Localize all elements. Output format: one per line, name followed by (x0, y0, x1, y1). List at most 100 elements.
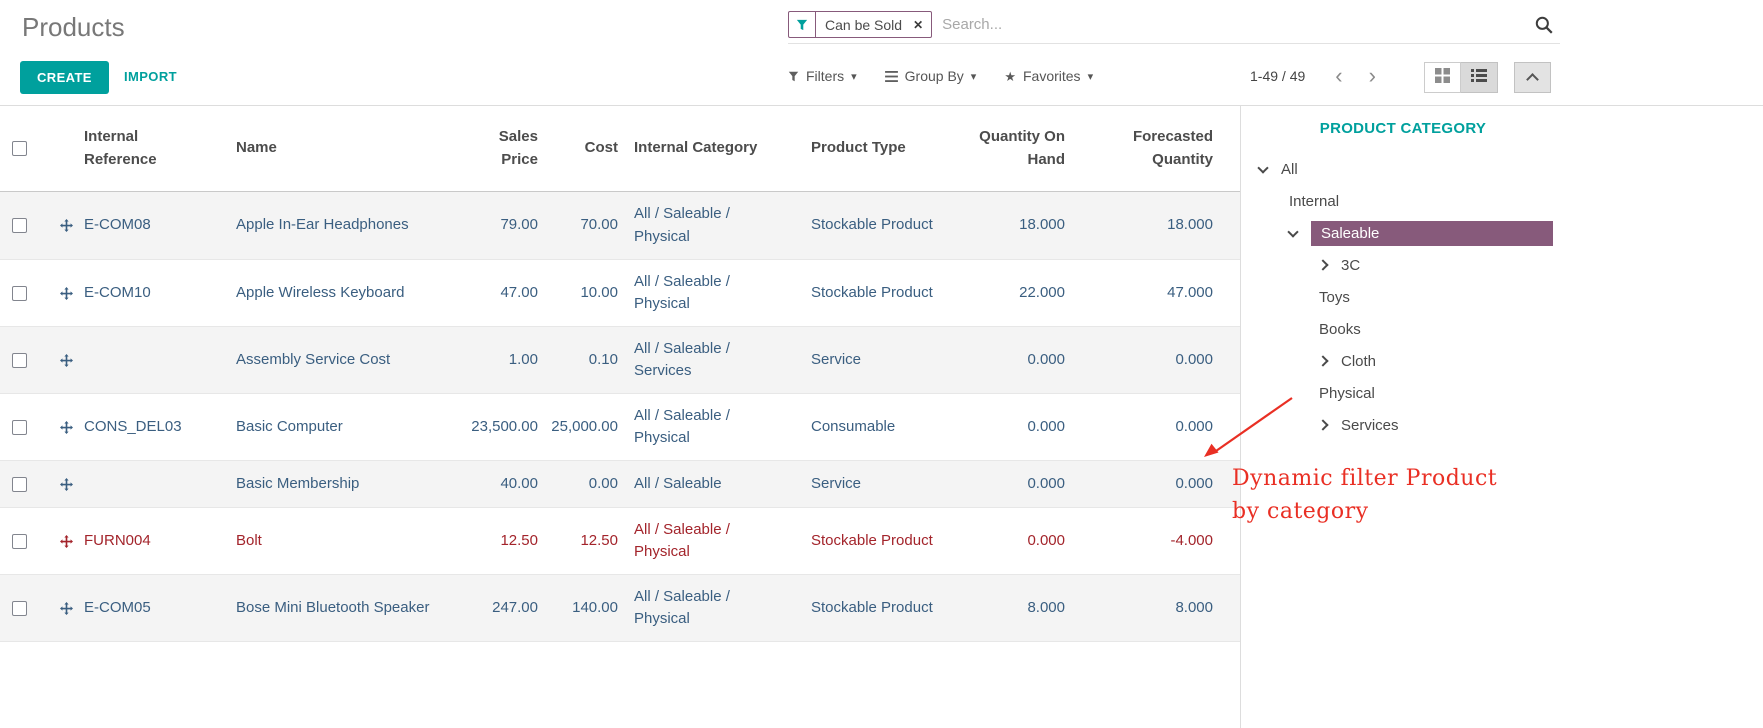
table-row[interactable]: Basic Membership 40.00 0.00 All / Saleab… (0, 460, 1240, 507)
table-row[interactable]: E-COM05 Bose Mini Bluetooth Speaker 247.… (0, 574, 1240, 641)
drag-handle-icon[interactable] (59, 353, 73, 367)
search-facet: Can be Sold ✕ (788, 11, 933, 38)
search-input[interactable] (942, 16, 1524, 33)
pager-next-button[interactable]: › (1368, 63, 1376, 88)
cell-sales-price: 47.00 (500, 283, 538, 301)
drag-handle-icon[interactable] (59, 286, 73, 300)
chevron-right-icon[interactable] (1317, 355, 1329, 367)
drag-cell (48, 219, 84, 232)
category-label: All (1281, 160, 1298, 178)
facet-remove-icon[interactable]: ✕ (913, 17, 924, 32)
drag-cell (48, 353, 84, 367)
header-name[interactable]: Name (236, 139, 277, 157)
cell-internal-reference: E-COM05 (84, 598, 151, 616)
header-quantity-on-hand[interactable]: Quantity On Hand (979, 128, 1065, 168)
import-button[interactable]: IMPORT (124, 69, 177, 84)
pager: 1-49 / 49 ‹ › (1250, 63, 1376, 88)
collapse-panel-button[interactable] (1514, 62, 1551, 93)
group-by-dropdown[interactable]: Group By ▾ (884, 68, 977, 84)
create-button[interactable]: CREATE (20, 61, 109, 94)
table-row[interactable]: E-COM08 Apple In-Ear Headphones 79.00 70… (0, 192, 1240, 259)
cell-product-type: Service (811, 350, 862, 368)
pager-value[interactable]: 1-49 / 49 (1250, 68, 1306, 84)
search-icon[interactable] (1534, 15, 1554, 35)
checkbox-cell (12, 476, 48, 492)
row-checkbox[interactable] (12, 476, 27, 492)
cell-cost: 10.00 (580, 283, 618, 301)
cell-forecasted-quantity: -4.000 (1170, 531, 1213, 549)
category-item-saleable[interactable]: Saleable (1253, 217, 1553, 249)
select-all-checkbox[interactable] (12, 141, 27, 156)
category-item-books[interactable]: Books (1253, 313, 1553, 345)
category-item-all[interactable]: All (1253, 153, 1553, 185)
table-row[interactable]: Assembly Service Cost 1.00 0.10 All / Sa… (0, 326, 1240, 393)
cell-quantity-on-hand: 0.000 (1027, 474, 1065, 492)
grid-icon (1435, 67, 1450, 88)
drag-handle-icon[interactable] (59, 219, 73, 232)
header-cost[interactable]: Cost (584, 139, 618, 157)
filters-dropdown[interactable]: Filters ▾ (788, 68, 857, 84)
filters-label: Filters (806, 68, 845, 84)
table-row[interactable]: FURN004 Bolt 12.50 12.50 All / Saleable … (0, 507, 1240, 574)
header-internal-category[interactable]: Internal Category (634, 139, 758, 157)
header-sales-price[interactable]: Sales Price (498, 128, 538, 168)
chevron-down-icon: ▾ (1087, 70, 1094, 83)
category-item-cloth[interactable]: Cloth (1253, 345, 1553, 377)
search-options: Filters ▾ Group By ▾ ★ Favorites ▾ (788, 68, 1093, 84)
favorites-label: Favorites (1022, 68, 1081, 84)
checkbox-cell (12, 533, 48, 549)
cell-name: Apple In-Ear Headphones (236, 216, 409, 234)
checkbox-cell (12, 419, 48, 435)
table-row[interactable]: CONS_DEL03 Basic Computer 23,500.00 25,0… (0, 393, 1240, 460)
chevron-down-icon[interactable] (1287, 225, 1299, 238)
cell-sales-price: 12.50 (500, 531, 538, 549)
favorites-dropdown[interactable]: ★ Favorites ▾ (1004, 68, 1093, 84)
table-row[interactable]: E-COM10 Apple Wireless Keyboard 47.00 10… (0, 259, 1240, 326)
category-item-services[interactable]: Services (1253, 409, 1553, 441)
header-product-type[interactable]: Product Type (811, 139, 906, 157)
row-checkbox[interactable] (12, 600, 27, 616)
chevron-down-icon[interactable] (1257, 161, 1269, 174)
header-forecasted-quantity[interactable]: Forecasted Quantity (1132, 128, 1213, 168)
chevron-right-icon[interactable] (1317, 259, 1329, 271)
cell-forecasted-quantity: 0.000 (1175, 474, 1213, 492)
cell-internal-category: All / Saleable / Physical (634, 272, 730, 313)
drag-handle-icon[interactable] (59, 420, 73, 434)
checkbox-cell (12, 285, 48, 301)
table-header-row: Internal Reference Name Sales Price Cost… (0, 106, 1240, 192)
row-checkbox[interactable] (12, 218, 27, 233)
cell-name: Basic Computer (236, 417, 343, 435)
cell-product-type: Stockable Product (811, 531, 933, 549)
kanban-view-button[interactable] (1424, 62, 1461, 93)
row-checkbox[interactable] (12, 352, 27, 368)
chevron-down-icon: ▾ (970, 70, 977, 83)
row-checkbox[interactable] (12, 285, 27, 301)
drag-handle-icon[interactable] (59, 534, 73, 548)
cell-sales-price: 247.00 (492, 598, 538, 616)
cell-name: Assembly Service Cost (236, 350, 391, 368)
category-item-physical[interactable]: Physical (1253, 377, 1553, 409)
drag-handle-icon[interactable] (59, 601, 73, 615)
cell-internal-category: All / Saleable / Physical (634, 406, 730, 447)
category-label: Books (1319, 320, 1361, 338)
cell-quantity-on-hand: 18.000 (1019, 216, 1065, 234)
row-checkbox[interactable] (12, 419, 27, 435)
header-internal-reference[interactable]: Internal Reference (84, 126, 236, 171)
view-switcher (1424, 62, 1498, 93)
category-item-toys[interactable]: Toys (1253, 281, 1553, 313)
cell-cost: 0.00 (588, 474, 618, 492)
cell-forecasted-quantity: 47.000 (1167, 283, 1213, 301)
cell-cost: 25,000.00 (551, 417, 618, 435)
control-bar: CREATE IMPORT Filters ▾ Group By ▾ ★ Fav… (0, 50, 1763, 105)
category-item-internal[interactable]: Internal (1253, 185, 1553, 217)
pager-previous-button[interactable]: ‹ (1335, 63, 1343, 88)
cell-product-type: Service (811, 474, 862, 492)
list-view-button[interactable] (1461, 62, 1498, 93)
chevron-right-icon[interactable] (1317, 419, 1329, 431)
row-checkbox[interactable] (12, 533, 27, 549)
cell-forecasted-quantity: 0.000 (1175, 417, 1213, 435)
category-item-3c[interactable]: 3C (1253, 249, 1553, 281)
table-body: E-COM08 Apple In-Ear Headphones 79.00 70… (0, 192, 1240, 642)
drag-handle-icon[interactable] (59, 477, 73, 491)
cell-quantity-on-hand: 0.000 (1027, 417, 1065, 435)
